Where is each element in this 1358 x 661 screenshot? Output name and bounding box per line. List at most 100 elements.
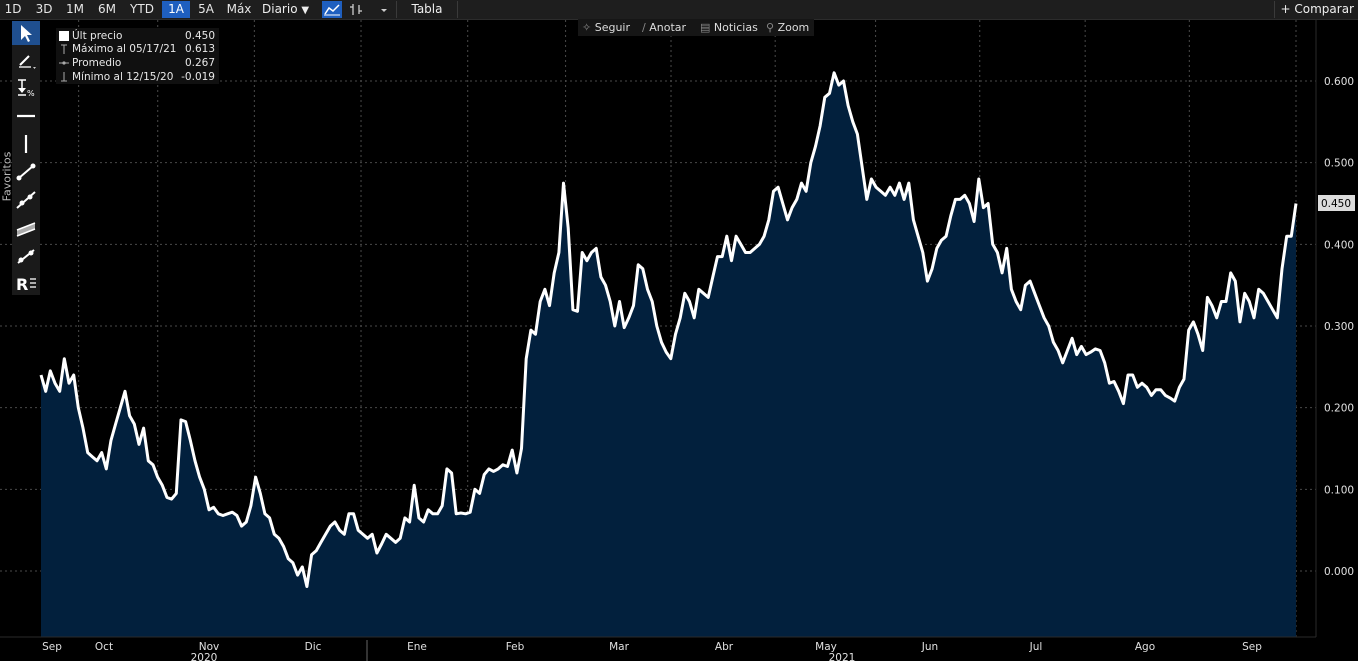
ohlc-icon: [350, 4, 362, 15]
timeframe-max[interactable]: Máx: [226, 2, 252, 16]
x-tick-label: Mar: [609, 641, 629, 653]
ray-icon: [17, 249, 35, 264]
horizontal-line-icon: [17, 114, 35, 118]
select-tool[interactable]: [12, 21, 40, 45]
percent-measure-icon: %: [18, 79, 35, 98]
comparar-button[interactable]: + Comparar: [1273, 1, 1354, 18]
timeframe-ytd[interactable]: YTD: [130, 2, 154, 16]
legend-avg-row: Promedio 0.267: [56, 56, 219, 70]
last-price-label: 0.450: [1321, 198, 1351, 210]
chart-type-dropdown[interactable]: [374, 1, 394, 18]
x-tick-label: Jul: [1029, 641, 1043, 653]
seguir-label: Seguir: [594, 21, 631, 34]
bar-chart-button[interactable]: [346, 1, 366, 18]
tabla-button[interactable]: Tabla: [396, 1, 458, 18]
x-tick-label: Ago: [1135, 641, 1155, 653]
chevron-down-icon: ▼: [301, 5, 310, 16]
timeframe-1m[interactable]: 1M: [66, 2, 84, 16]
svg-text:%: %: [27, 89, 35, 98]
x-tick-label: Nov: [199, 641, 220, 653]
x-axis: Sep Oct Nov Dic Ene Feb Mar Abr May Jun Jul Ago Sep 2…: [42, 640, 1262, 661]
legend-max-label: Máximo al 05/17/21: [72, 43, 177, 55]
min-marker-icon: [61, 72, 67, 82]
x-tick-label: Sep: [42, 641, 62, 653]
x-tick-label: Oct: [95, 641, 113, 653]
x-tick-label: May: [815, 641, 837, 653]
plus-icon: +: [1280, 2, 1291, 16]
y-tick-label: 0.200: [1324, 403, 1354, 415]
comparar-label: Comparar: [1294, 2, 1354, 16]
extended-line-tool[interactable]: [12, 188, 40, 212]
cursor-arrow-icon: [21, 25, 32, 42]
legend-min-label: Mínimo al 12/15/20: [72, 71, 174, 83]
x-year-label: 2021: [829, 652, 856, 661]
legend-max-row: Máximo al 05/17/21 0.613: [56, 42, 219, 56]
vertical-line-icon: [24, 135, 28, 153]
pen-icon: [19, 55, 36, 69]
y-axis: 0.000 0.100 0.200 0.300 0.400 0.500 0.600: [1324, 76, 1354, 578]
regression-tool[interactable]: R: [12, 271, 40, 295]
price-area: [41, 72, 1296, 638]
x-tick-label: Ene: [407, 641, 427, 653]
draw-tool[interactable]: [12, 48, 40, 72]
avg-marker-icon: [59, 61, 69, 65]
extended-line-icon: [16, 191, 36, 209]
top-bar: 1D 3D 1M 6M YTD 1A 5A Máx Diario ▼ Tabla…: [0, 0, 1358, 20]
legend-last-value: 0.450: [184, 30, 215, 42]
y-tick-label: 0.500: [1324, 158, 1354, 170]
line-chart-icon: [324, 4, 340, 16]
trend-line-icon: [16, 163, 36, 181]
legend-last-label: Últ precio: [72, 30, 123, 42]
drawing-toolbar: % R: [12, 21, 40, 295]
y-tick-label: 0.400: [1324, 239, 1354, 251]
max-marker-icon: [61, 44, 67, 54]
x-tick-label: Dic: [305, 641, 322, 653]
interval-dropdown[interactable]: Diario ▼: [262, 1, 309, 18]
legend-last-row: Últ precio 0.450: [56, 29, 219, 43]
ray-tool[interactable]: [12, 244, 40, 268]
caret-down-icon: [381, 9, 387, 12]
timeframe-1a[interactable]: 1A: [162, 1, 190, 18]
anotar-label: Anotar: [649, 21, 687, 34]
trend-line-tool[interactable]: [12, 160, 40, 184]
pencil-icon: ∕: [642, 21, 646, 34]
channel-icon: [16, 222, 36, 237]
x-tick-label: Feb: [506, 641, 525, 653]
timeframe-1d[interactable]: 1D: [4, 2, 22, 16]
timeframe-3d[interactable]: 3D: [35, 2, 53, 16]
legend-avg-label: Promedio: [72, 57, 122, 69]
zoom-label: Zoom: [777, 21, 810, 34]
legend-min-row: Mínimo al 12/15/20 -0.019: [56, 70, 219, 84]
regression-icon: R: [16, 275, 36, 294]
percent-tool[interactable]: %: [12, 76, 40, 100]
vertical-line-tool[interactable]: [12, 132, 40, 156]
last-price-marker: 0.450: [1318, 195, 1355, 211]
anotar-button[interactable]: ∕ Anotar: [642, 19, 686, 36]
seguir-button[interactable]: ✧ Seguir: [582, 19, 630, 36]
x-tick-label: Abr: [715, 641, 734, 653]
interval-label: Diario: [262, 2, 298, 16]
legend-avg-value: 0.267: [184, 57, 215, 69]
channel-tool[interactable]: [12, 216, 40, 240]
noticias-label: Noticias: [713, 21, 758, 34]
chart-actions: ✧ Seguir ∕ Anotar ▤ Noticias ⚲ Zoom: [578, 19, 814, 36]
timeframe-6m[interactable]: 6M: [98, 2, 116, 16]
legend-min-value: -0.019: [181, 71, 215, 83]
y-tick-label: 0.300: [1324, 321, 1354, 333]
x-tick-label: Sep: [1242, 641, 1262, 653]
news-icon: ▤: [700, 21, 711, 34]
white-square-icon: [59, 31, 69, 41]
crosshair-icon: ✧: [582, 21, 592, 34]
magnifier-icon: ⚲: [766, 21, 775, 34]
price-line: [39, 71, 1298, 588]
timeframe-5a[interactable]: 5A: [198, 2, 214, 16]
line-chart-button[interactable]: [322, 1, 342, 18]
horizontal-line-tool[interactable]: [12, 104, 40, 128]
noticias-button[interactable]: ▤ Noticias: [700, 19, 758, 36]
y-tick-label: 0.100: [1324, 484, 1354, 496]
x-year-label: 2020: [191, 652, 218, 661]
zoom-button[interactable]: ⚲ Zoom: [766, 19, 809, 36]
x-tick-label: Jun: [921, 641, 938, 653]
y-tick-label: 0.600: [1324, 76, 1354, 88]
